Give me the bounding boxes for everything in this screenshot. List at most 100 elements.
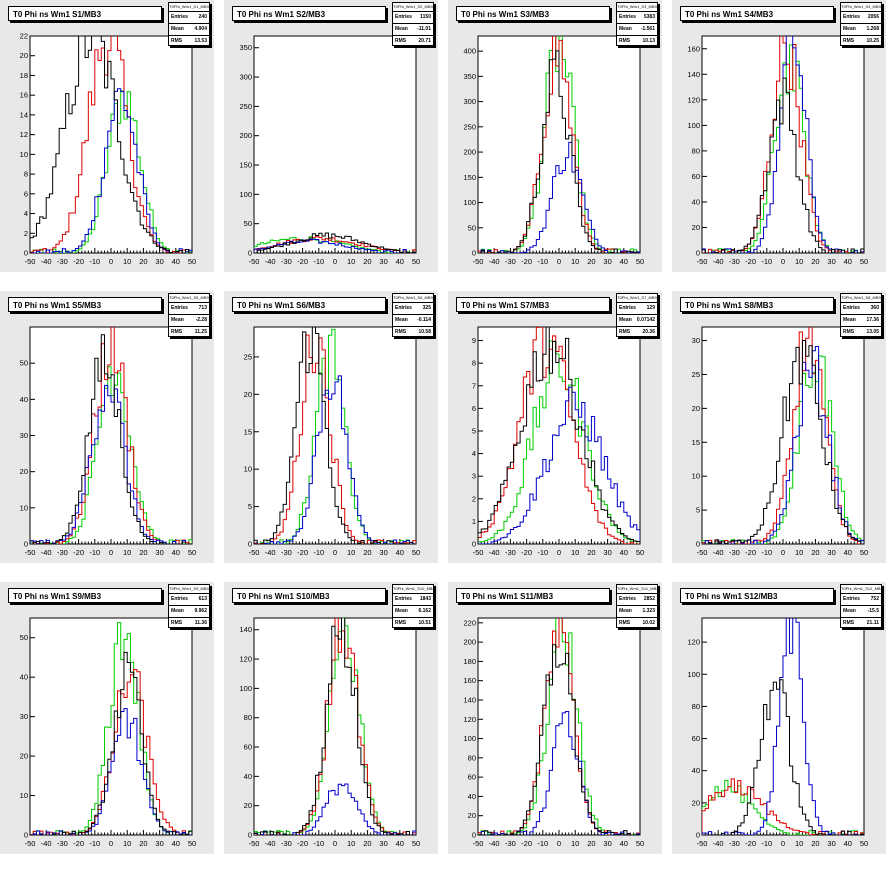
stats-value: 21.11 bbox=[866, 620, 879, 626]
y-tick-label: 0 bbox=[472, 831, 476, 840]
y-tick-label: 50 bbox=[20, 633, 28, 642]
stats-name: T0Phi_Wm1_S12_MB3 bbox=[841, 585, 881, 594]
histogram-series-black bbox=[30, 36, 192, 253]
stats-box: T0Phi_Wm1_S9_MB3 Entries 613 Mean 9.962 RMS 11… bbox=[168, 584, 210, 628]
stats-label: Mean bbox=[171, 608, 184, 614]
x-tick-label: 40 bbox=[620, 257, 628, 266]
stats-box: T0Phi_Wm1_S11_MB3 Entries 2852 Mean 1.323 RMS… bbox=[616, 584, 658, 628]
histogram-series-blue bbox=[254, 238, 416, 253]
y-tick-label: 400 bbox=[463, 47, 476, 56]
x-tick-label: -30 bbox=[505, 548, 516, 557]
x-tick-label: 20 bbox=[363, 548, 371, 557]
x-tick-label: 0 bbox=[557, 839, 561, 848]
x-tick-label: -30 bbox=[57, 257, 68, 266]
x-tick-label: -20 bbox=[745, 548, 756, 557]
y-tick-label: 50 bbox=[244, 219, 252, 228]
y-tick-label: 100 bbox=[239, 684, 252, 693]
stats-row-entries: Entries 1150 bbox=[393, 12, 433, 24]
y-tick-label: 0 bbox=[248, 540, 252, 549]
x-tick-label: -10 bbox=[537, 257, 548, 266]
y-tick-label: 120 bbox=[463, 715, 476, 724]
stats-label: Entries bbox=[395, 14, 412, 20]
x-tick-label: 10 bbox=[571, 548, 579, 557]
x-tick-label: -20 bbox=[745, 257, 756, 266]
x-tick-label: -20 bbox=[73, 257, 84, 266]
stats-name: T0Phi_Wm1_S1_MB3 bbox=[169, 3, 209, 12]
y-tick-label: 160 bbox=[463, 676, 476, 685]
x-tick-label: 20 bbox=[139, 257, 147, 266]
x-tick-label: 10 bbox=[123, 548, 131, 557]
x-tick-label: 10 bbox=[123, 257, 131, 266]
y-tick-label: 9 bbox=[472, 336, 476, 345]
y-tick-label: 20 bbox=[20, 752, 28, 761]
x-tick-label: 40 bbox=[844, 839, 852, 848]
x-tick-label: -30 bbox=[729, 257, 740, 266]
x-tick-label: 50 bbox=[412, 839, 420, 848]
y-tick-label: 20 bbox=[468, 811, 476, 820]
stats-label: Entries bbox=[619, 305, 636, 311]
stats-value: 10.13 bbox=[642, 38, 655, 44]
x-tick-label: -50 bbox=[249, 257, 260, 266]
x-tick-label: 20 bbox=[139, 839, 147, 848]
y-tick-label: 20 bbox=[244, 390, 252, 399]
x-tick-label: -50 bbox=[25, 257, 36, 266]
stats-value: 1150 bbox=[420, 14, 431, 20]
stats-row-mean: Mean 6.162 bbox=[393, 606, 433, 618]
y-tick-label: 160 bbox=[687, 44, 700, 53]
x-tick-label: -20 bbox=[745, 839, 756, 848]
stats-row-rms: RMS 10.25 bbox=[841, 36, 881, 47]
x-tick-label: -10 bbox=[537, 548, 548, 557]
stats-label: RMS bbox=[171, 620, 183, 626]
x-tick-label: 30 bbox=[603, 839, 611, 848]
x-tick-label: 50 bbox=[860, 548, 868, 557]
x-tick-label: -30 bbox=[505, 839, 516, 848]
x-tick-label: 10 bbox=[795, 548, 803, 557]
y-tick-label: 60 bbox=[244, 743, 252, 752]
stats-row-mean: Mean 4.904 bbox=[169, 24, 209, 36]
x-tick-label: -40 bbox=[489, 257, 500, 266]
stats-row-entries: Entries 360 bbox=[841, 303, 881, 315]
stats-box: T0Phi_Wm1_S8_MB3 Entries 360 Mean 17.36 RMS 13… bbox=[840, 293, 882, 337]
histogram-series-black bbox=[478, 50, 640, 253]
histogram-pad-7: -50 -40 -30 -20 -10 0 10 20 30 40 50 0 1 2 3 4 5 6 7 8 9 T0 P… bbox=[448, 291, 662, 563]
y-tick-label: 200 bbox=[239, 131, 252, 140]
x-tick-label: -30 bbox=[57, 839, 68, 848]
histogram-series-black bbox=[254, 618, 416, 835]
histogram-series-red bbox=[702, 327, 864, 544]
x-tick-label: 50 bbox=[412, 548, 420, 557]
histogram-series-black bbox=[254, 232, 416, 253]
stats-label: RMS bbox=[619, 329, 631, 335]
histogram-title: T0 Phi ns Wm1 S4/MB3 bbox=[680, 6, 834, 21]
y-tick-label: 30 bbox=[20, 712, 28, 721]
y-tick-label: 300 bbox=[239, 73, 252, 82]
x-tick-label: 10 bbox=[123, 839, 131, 848]
stats-row-entries: Entries 5383 bbox=[617, 12, 657, 24]
x-tick-label: -50 bbox=[473, 839, 484, 848]
stats-value: 240 bbox=[198, 14, 207, 20]
x-tick-label: 40 bbox=[172, 839, 180, 848]
y-tick-label: 6 bbox=[472, 404, 476, 413]
stats-box: T0Phi_Wm1_S12_MB3 Entries 752 Mean -15.5 RMS 2… bbox=[840, 584, 882, 628]
histogram-svg-2: -50 -40 -30 -20 -10 0 10 20 30 40 50 0 50 100 150 200 25… bbox=[239, 35, 420, 266]
x-tick-label: -10 bbox=[761, 839, 772, 848]
y-tick-label: 20 bbox=[692, 798, 700, 807]
stats-row-entries: Entries 2056 bbox=[841, 12, 881, 24]
y-tick-label: 10 bbox=[20, 791, 28, 800]
stats-label: Mean bbox=[395, 26, 408, 32]
histogram-pad-5: -50 -40 -30 -20 -10 0 10 20 30 40 50 0 10 20 30 40 50 T0 … bbox=[0, 291, 214, 563]
histogram-series-blue bbox=[702, 345, 864, 544]
histogram-pad-2: -50 -40 -30 -20 -10 0 10 20 30 40 50 0 50 100 150 200 25… bbox=[224, 0, 438, 272]
stats-row-mean: Mean 9.962 bbox=[169, 606, 209, 618]
histogram-svg-1: -50 -40 -30 -20 -10 0 10 20 30 40 50 0 2 4 6 8 10 12 14 16 1… bbox=[20, 32, 197, 267]
x-tick-label: 30 bbox=[827, 548, 835, 557]
histogram-title: T0 Phi ns Wm1 S1/MB3 bbox=[8, 6, 162, 21]
histogram-pad-1: -50 -40 -30 -20 -10 0 10 20 30 40 50 0 2 4 6 8 10 12 14 16 1… bbox=[0, 0, 214, 272]
y-tick-label: 20 bbox=[244, 801, 252, 810]
y-tick-label: 150 bbox=[463, 173, 476, 182]
y-tick-label: 10 bbox=[244, 465, 252, 474]
y-tick-label: 3 bbox=[472, 472, 476, 481]
x-tick-label: 0 bbox=[781, 548, 785, 557]
stats-value: 0.07142 bbox=[636, 317, 655, 323]
y-tick-label: 60 bbox=[468, 773, 476, 782]
